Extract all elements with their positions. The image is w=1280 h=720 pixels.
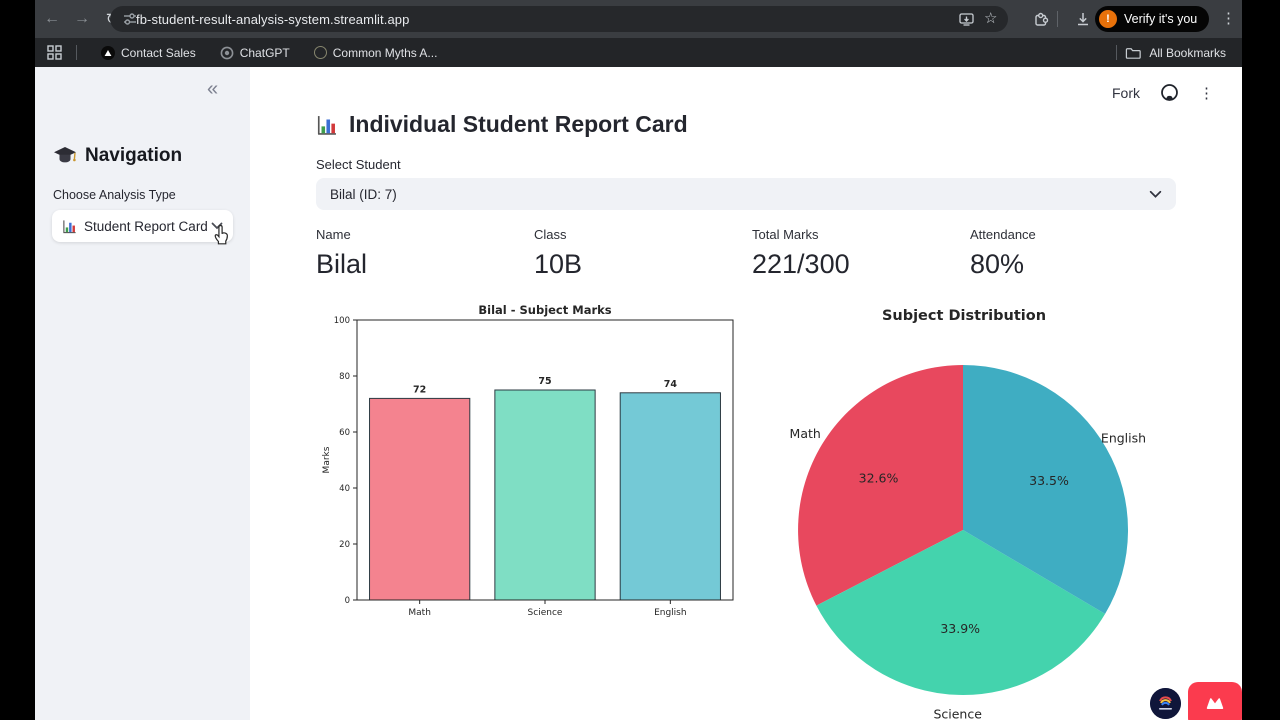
url-text: fb-student-result-analysis-system.stream…: [136, 11, 410, 27]
svg-text:Subject Distribution: Subject Distribution: [882, 308, 1046, 324]
toolbar-divider: [1057, 11, 1058, 27]
metric-class: Class 10B: [534, 227, 583, 279]
svg-text:Science: Science: [933, 707, 982, 720]
student-select-value: Bilal (ID: 7): [330, 186, 397, 202]
analysis-type-select[interactable]: Student Report Card: [52, 210, 233, 242]
app-header-actions: Fork ⋮: [1112, 83, 1214, 102]
bar-chart-emoji-icon: [317, 115, 336, 135]
bookmarks-divider: [76, 45, 77, 60]
svg-text:English: English: [1101, 430, 1146, 445]
sidebar-nav-title: Navigation: [53, 145, 182, 167]
bar-chart-emoji-icon: [63, 219, 76, 233]
chatgpt-favicon: [220, 46, 234, 59]
bookmark-contact-sales[interactable]: Contact Sales: [101, 45, 196, 60]
select-student-label: Select Student: [316, 157, 401, 172]
browser-toolbar: ← → ↻ fb-student-result-analysis-system.…: [35, 0, 1242, 38]
subject-marks-bar-chart: Bilal - Subject Marks 0 20 40 60 80 100 72 Math 7…: [322, 303, 734, 618]
student-select[interactable]: Bilal (ID: 7): [316, 178, 1176, 210]
subject-distribution-pie-chart: Subject Distribution 32.6% Math 33.9% Scienc…: [790, 308, 1147, 720]
app-menu-button[interactable]: ⋮: [1199, 84, 1214, 102]
bookmark-common-myths[interactable]: Common Myths A...: [313, 46, 437, 60]
svg-text:80: 80: [339, 372, 350, 382]
svg-text:74: 74: [664, 379, 678, 390]
contact-sales-favicon: [101, 45, 115, 60]
bookmark-star-icon[interactable]: ☆: [984, 10, 998, 27]
forward-button[interactable]: →: [74, 10, 90, 27]
graduation-cap-icon: [54, 147, 76, 163]
fork-button[interactable]: Fork: [1112, 84, 1140, 101]
app-content: « Navigation Choose Analysis Type: [35, 67, 1242, 720]
site-settings-icon[interactable]: [122, 11, 138, 27]
creator-avatar[interactable]: [1150, 688, 1181, 719]
extensions-icon[interactable]: [1033, 11, 1049, 27]
svg-text:40: 40: [339, 484, 350, 494]
folder-icon: [1126, 47, 1142, 59]
download-icon[interactable]: [1075, 11, 1091, 27]
metric-attendance: Attendance 80%: [970, 227, 1036, 279]
svg-text:75: 75: [538, 376, 551, 387]
page-title: Individual Student Report Card: [316, 111, 688, 138]
analysis-type-value: Student Report Card: [84, 218, 208, 234]
svg-text:20: 20: [339, 540, 350, 550]
alert-dot-icon: !: [1099, 10, 1117, 28]
github-icon[interactable]: [1160, 83, 1179, 102]
svg-text:32.6%: 32.6%: [859, 471, 899, 486]
svg-text:72: 72: [413, 384, 426, 395]
bookmarks-divider: [1116, 45, 1118, 60]
svg-text:Marks: Marks: [322, 446, 332, 473]
svg-text:100: 100: [334, 316, 350, 326]
all-bookmarks-button[interactable]: All Bookmarks: [1149, 45, 1226, 60]
chevron-down-icon: [1149, 190, 1162, 198]
choose-analysis-type-label: Choose Analysis Type: [53, 188, 176, 202]
metrics-row: Name Bilal Class 10B Total Marks 221/300…: [316, 227, 1188, 280]
verify-its-you-button[interactable]: ! Verify it's you: [1095, 6, 1210, 32]
bookmark-chatgpt[interactable]: ChatGPT: [220, 46, 290, 60]
svg-text:0: 0: [345, 596, 350, 606]
svg-text:Math: Math: [790, 426, 821, 441]
browser-menu-button[interactable]: ⋮: [1221, 10, 1236, 27]
sidebar: « Navigation Choose Analysis Type: [35, 67, 250, 720]
metric-name: Name Bilal: [316, 227, 368, 279]
bookmarks-bar: Contact Sales ChatGPT Common Myths A... …: [35, 38, 1242, 67]
metric-total-marks: Total Marks 221/300: [752, 227, 850, 279]
common-myths-favicon: [313, 46, 327, 59]
svg-text:Math: Math: [408, 608, 431, 618]
svg-text:33.5%: 33.5%: [1029, 473, 1069, 488]
streamlit-crown-icon: [1206, 698, 1224, 710]
back-button[interactable]: ←: [44, 10, 60, 27]
streamlit-badge[interactable]: [1188, 682, 1242, 720]
sidebar-collapse-button[interactable]: «: [207, 78, 219, 100]
svg-text:33.9%: 33.9%: [940, 621, 980, 636]
svg-text:60: 60: [339, 428, 350, 438]
mouse-cursor: [214, 224, 228, 245]
svg-text:Bilal - Subject Marks: Bilal - Subject Marks: [478, 303, 611, 317]
svg-text:Science: Science: [528, 608, 563, 618]
svg-text:English: English: [654, 608, 687, 618]
apps-grid-icon[interactable]: [47, 45, 62, 60]
send-to-device-icon[interactable]: [958, 11, 975, 28]
browser-window: ← → ↻ fb-student-result-analysis-system.…: [35, 0, 1242, 720]
main-area: Fork ⋮ Individual Student Report Card Se…: [250, 67, 1242, 720]
address-bar[interactable]: fb-student-result-analysis-system.stream…: [110, 6, 1008, 32]
